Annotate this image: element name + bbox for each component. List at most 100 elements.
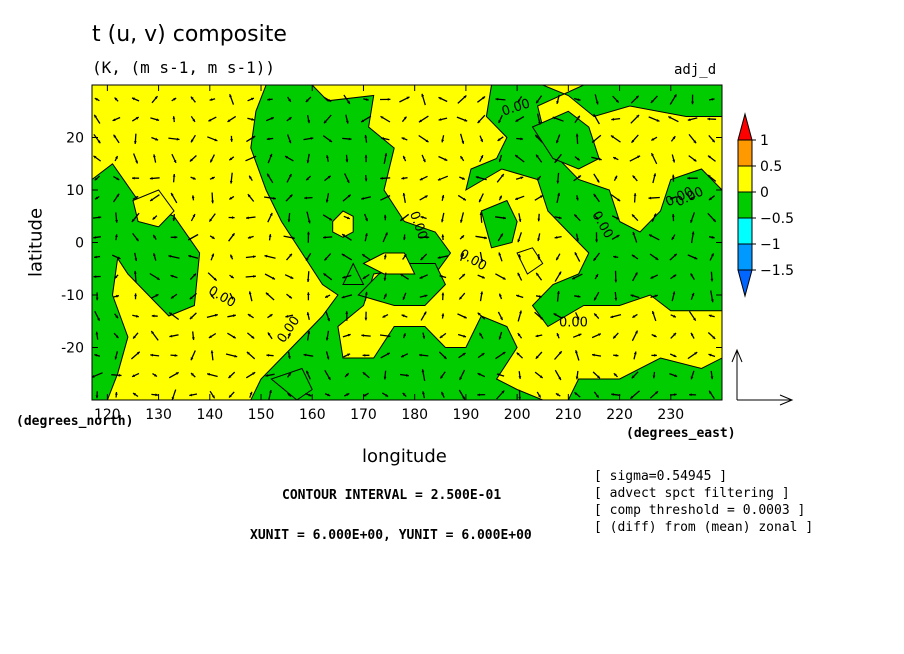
wind-arrow-head (362, 254, 366, 257)
wind-arrow-head (232, 335, 236, 339)
wind-arrow-head (673, 253, 677, 257)
wind-arrow-head (269, 314, 273, 317)
wind-arrow-head (598, 333, 601, 337)
wind-arrow-head (519, 310, 522, 314)
wind-arrow-head (267, 98, 270, 101)
wind-arrow-head (710, 376, 714, 380)
wind-arrow-head (133, 393, 136, 396)
wind-arrow-head (708, 353, 712, 357)
wind-arrow-head (156, 277, 160, 280)
wind-arrow-head (329, 139, 332, 142)
wind-arrow-head (441, 234, 445, 238)
wind-arrow-head (342, 275, 346, 279)
wind-arrow-head (152, 216, 156, 220)
wind-arrow-head (307, 330, 311, 334)
wind-arrow-head (212, 395, 215, 399)
wind-arrow-head (537, 257, 541, 260)
wind-arrow-head (153, 234, 156, 238)
wind-arrow-head (382, 314, 386, 318)
wind-arrow-head (438, 118, 442, 121)
wind-arrow-head (326, 356, 330, 360)
wind-arrow-head (193, 273, 196, 277)
wind-arrow-head (310, 137, 314, 140)
wind-arrow-head (210, 350, 214, 354)
wind-arrow-head (595, 216, 599, 220)
wind-arrow-head (211, 253, 214, 257)
wind-arrow-head (325, 199, 329, 203)
wind-arrow-head (498, 336, 502, 340)
wind-arrow-head (558, 216, 562, 220)
wind-arrow-head (324, 120, 327, 124)
wind-arrow-head (711, 253, 714, 257)
wind-arrow-head (574, 252, 578, 256)
wind-arrow-head (668, 116, 672, 119)
wind-arrow-head (176, 137, 180, 141)
wind-arrow-head (461, 140, 465, 144)
wind-arrow-head (287, 219, 291, 223)
wind-arrow-head (503, 216, 506, 220)
wind-arrow-head (557, 192, 560, 196)
negative-region (465, 85, 722, 328)
wind-arrow-head (115, 156, 118, 159)
wind-arrow-head (459, 377, 463, 380)
wind-arrow-head (401, 176, 405, 180)
wind-arrow-head (306, 312, 310, 316)
colorbar-segment (737, 139, 753, 167)
wind-arrow-head (229, 196, 233, 200)
wind-arrow-head (437, 256, 441, 259)
wind-arrow-head (150, 353, 154, 357)
wind-arrow-head (652, 311, 655, 314)
wind-arrow-head (380, 176, 383, 180)
wind-arrow-head (595, 101, 599, 105)
wind-arrow-head (630, 294, 634, 298)
wind-arrow-head (441, 139, 445, 143)
wind-arrow-head (653, 173, 657, 177)
wind-arrow-head (690, 376, 694, 380)
wind-arrow-head (502, 276, 506, 280)
wind-arrow-head (554, 236, 558, 239)
wind-arrow-head (401, 314, 405, 318)
negative-region (250, 85, 543, 400)
x-tick-label: 230 (657, 407, 684, 423)
wind-arrow-head (635, 95, 639, 99)
chart-subtitle: (K, (m s-1, m s-1)) (92, 58, 276, 77)
wind-arrow-head (694, 352, 698, 355)
wind-arrow-head (112, 118, 116, 121)
wind-arrow-head (150, 198, 153, 201)
x-axis-label: longitude (362, 446, 447, 467)
wind-arrow-head (593, 193, 597, 197)
wind-arrow-head (617, 198, 621, 202)
wind-arrow-head (207, 373, 210, 376)
wind-arrow-head (307, 120, 311, 124)
wind-arrow-head (155, 393, 159, 397)
wind-arrow-head (231, 233, 235, 237)
wind-arrow-head (402, 193, 406, 196)
colorbar-segment (737, 243, 753, 271)
wind-arrow-head (691, 332, 694, 336)
wind-arrow-head (596, 179, 600, 183)
wind-arrow-head (288, 98, 291, 102)
wind-arrow-head (289, 194, 293, 198)
wind-arrow-head (538, 121, 541, 125)
wind-arrow-head (615, 99, 619, 103)
experiment-tag: adj_d (674, 62, 717, 78)
wind-arrow-head (515, 119, 519, 122)
wind-arrow-head (517, 272, 521, 276)
wind-arrow-head (593, 114, 597, 118)
wind-arrow-head (556, 101, 559, 104)
wind-arrow-head (362, 354, 366, 357)
wind-arrow-head (292, 236, 295, 240)
wind-arrow-head (252, 372, 256, 375)
wind-arrow-head (151, 331, 154, 334)
positive-region (516, 247, 544, 275)
wind-arrow-head (209, 218, 213, 222)
wind-arrow-head (169, 334, 173, 338)
wind-arrow-head (635, 330, 638, 334)
wind-arrow-head (439, 335, 443, 338)
negative-region (567, 357, 722, 400)
wind-arrow-head (97, 317, 100, 321)
wind-arrow-head (694, 256, 698, 260)
wind-arrow-head (671, 174, 675, 178)
wind-arrow-head (383, 277, 387, 281)
wind-arrow-head (324, 257, 328, 261)
